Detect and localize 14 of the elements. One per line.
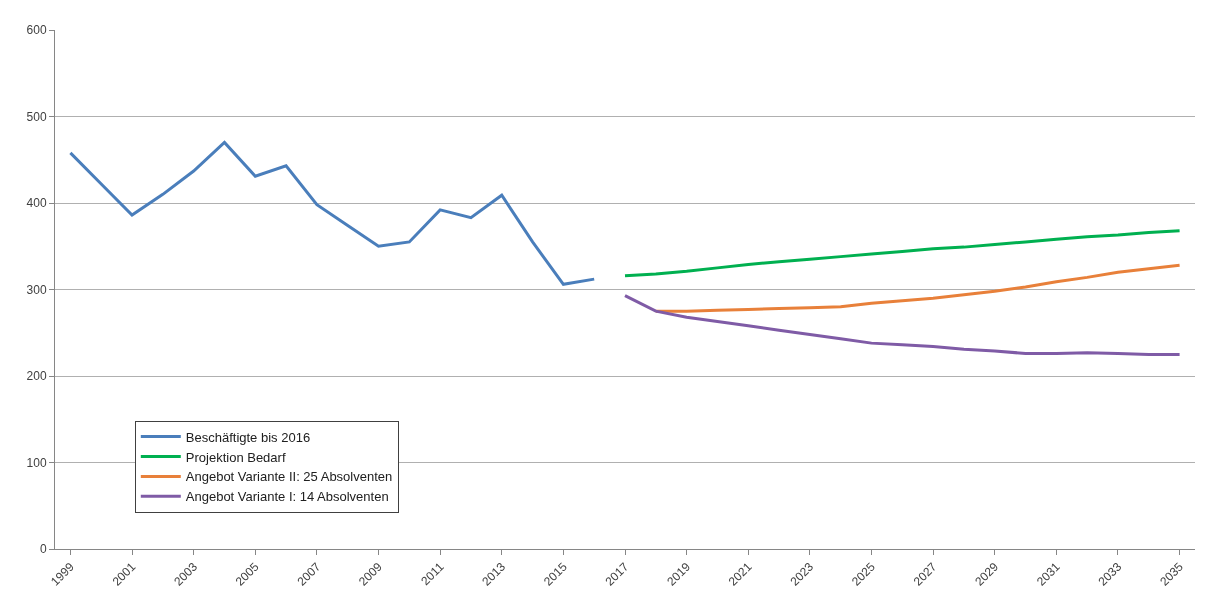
legend-label: Angebot Variante I: 14 Absolventen: [185, 489, 389, 505]
y-tick-label: 600: [26, 23, 47, 38]
y-tick-label: 0: [39, 542, 47, 557]
legend-label: Projektion Bedarf: [185, 449, 286, 465]
line-series: [623, 294, 1182, 356]
y-tick-label: 500: [26, 109, 47, 124]
legend-label: Beschäftigte bis 2016: [185, 429, 311, 445]
line-series: [623, 229, 1182, 278]
y-tick-label: 100: [26, 455, 47, 470]
y-tick-label: 400: [26, 196, 47, 211]
y-tick-label: 200: [26, 369, 47, 384]
legend-label: Angebot Variante II: 25 Absolventen: [185, 469, 393, 485]
y-tick-label: 300: [26, 282, 47, 297]
line-series: [68, 140, 596, 286]
